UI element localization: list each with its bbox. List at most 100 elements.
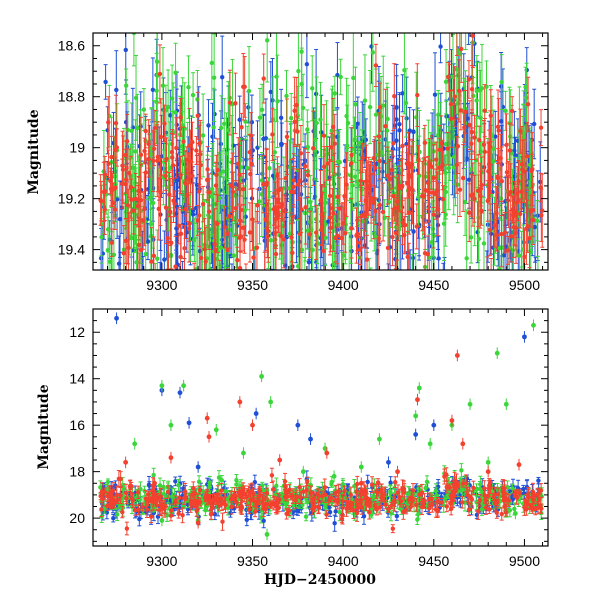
data-point [318, 117, 323, 122]
data-point [390, 234, 395, 240]
data-point [452, 94, 457, 99]
data-point [309, 276, 313, 280]
data-point [495, 124, 501, 129]
data-point [246, 88, 252, 94]
data-point [150, 158, 156, 164]
data-point [108, 186, 114, 192]
data-point [519, 162, 525, 167]
data-point [443, 212, 448, 217]
data-point [192, 237, 197, 243]
data-point [426, 189, 431, 195]
data-point [377, 105, 383, 110]
data-point [507, 148, 513, 153]
data-point [502, 230, 508, 235]
data-point [522, 254, 527, 260]
data-point [207, 267, 213, 270]
data-point [402, 222, 408, 228]
data-point [129, 128, 134, 134]
data-point [524, 226, 529, 231]
data-point [407, 128, 412, 133]
data-point [152, 125, 158, 131]
data-point [291, 178, 297, 183]
data-point [414, 224, 419, 229]
data-point [443, 79, 449, 84]
data-point [486, 169, 491, 174]
data-point [220, 169, 226, 174]
top-panel-marks [98, 1, 545, 325]
data-point [291, 1, 295, 5]
data-point [491, 159, 496, 164]
data-point [467, 122, 472, 128]
data-point [397, 128, 402, 133]
data-point [373, 63, 379, 68]
data-point [335, 159, 341, 164]
data-point [110, 200, 116, 206]
data-point [274, 74, 279, 79]
data-point [167, 192, 172, 197]
data-point [238, 207, 244, 213]
data-point [445, 146, 450, 151]
data-point [344, 113, 349, 119]
data-point [168, 113, 173, 118]
data-point [519, 270, 523, 274]
data-point [485, 277, 489, 281]
data-point [300, 105, 306, 111]
data-point [178, 115, 183, 120]
data-point [358, 178, 363, 184]
data-point [439, 141, 444, 146]
data-point [136, 242, 142, 247]
data-point [433, 191, 439, 197]
data-point [498, 84, 504, 89]
data-point [164, 156, 169, 162]
data-point [327, 193, 333, 199]
data-point [524, 154, 530, 159]
data-point [218, 310, 222, 314]
data-point [121, 251, 126, 256]
data-point [273, 251, 279, 257]
data-point [335, 321, 339, 325]
data-point [494, 211, 499, 216]
data-point [211, 125, 216, 130]
data-point [145, 239, 151, 244]
data-point [290, 250, 295, 256]
data-point [529, 168, 534, 174]
data-point [440, 196, 446, 202]
data-point [289, 115, 294, 121]
data-point [506, 192, 511, 197]
data-point [330, 206, 335, 211]
data-point [344, 143, 350, 148]
data-point [170, 155, 175, 160]
data-point [408, 273, 412, 277]
data-point [142, 206, 147, 212]
data-point [162, 121, 167, 126]
data-point [326, 219, 331, 224]
data-point [305, 228, 310, 233]
data-point [434, 157, 439, 162]
data-point [222, 275, 226, 279]
data-point [393, 230, 399, 236]
data-point [131, 208, 136, 213]
data-point [135, 203, 141, 209]
data-point [455, 182, 460, 187]
data-point [281, 237, 287, 242]
data-point [405, 254, 410, 260]
data-point [267, 165, 272, 171]
data-point [499, 79, 504, 85]
data-point [466, 177, 472, 182]
data-point [236, 161, 241, 167]
data-point [142, 148, 147, 154]
data-point [212, 242, 217, 247]
data-point [305, 172, 311, 178]
data-point [257, 115, 263, 120]
data-point [285, 313, 289, 317]
data-point [229, 183, 234, 188]
data-point [265, 234, 270, 239]
data-point [244, 297, 248, 301]
data-point [482, 149, 488, 155]
data-point [110, 296, 114, 300]
data-point [149, 259, 154, 264]
data-point [313, 91, 319, 97]
data-point [485, 198, 490, 204]
data-point [263, 217, 268, 222]
data-point [306, 259, 312, 265]
